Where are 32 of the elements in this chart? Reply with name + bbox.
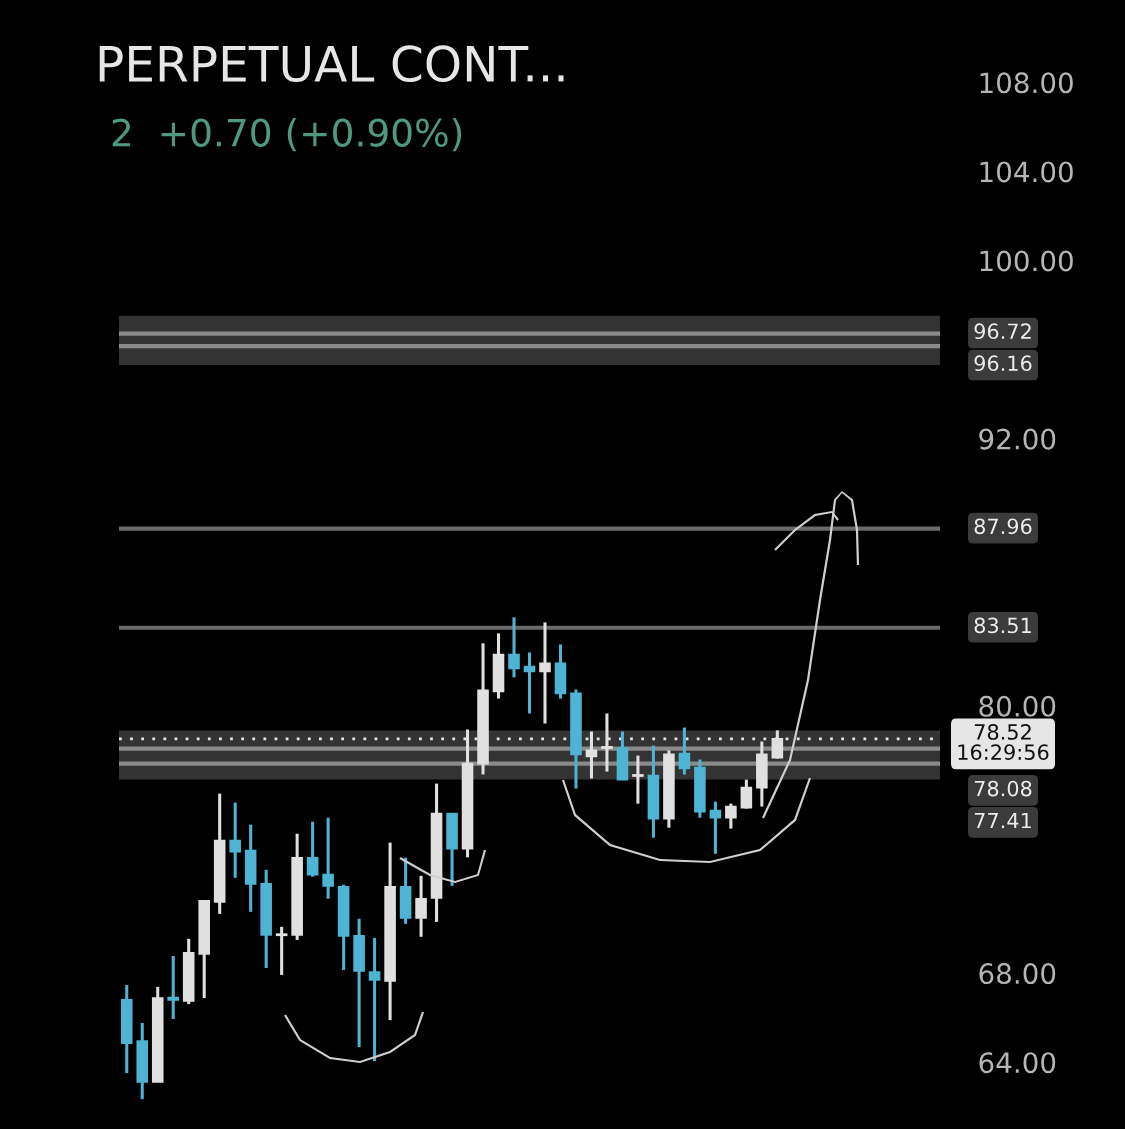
ref-line-label: 87.96 <box>974 518 1032 535</box>
ref-line-label: 83.51 <box>974 617 1031 634</box>
candlestick <box>229 802 241 878</box>
candlestick <box>678 727 691 775</box>
ref-line-label: 96.72 <box>974 323 1031 340</box>
candlestick <box>508 617 520 678</box>
ref-line-label: 96.16 <box>974 355 1032 372</box>
candlestick <box>415 874 427 937</box>
candlestick <box>539 622 551 724</box>
candlestick <box>740 779 753 809</box>
candlestick <box>368 936 381 1063</box>
y-tick-label: 100.00 <box>980 250 1073 272</box>
candlestick <box>632 755 644 804</box>
candlestick <box>709 801 722 854</box>
ref-line-label: 77.41 <box>974 812 1031 829</box>
candlestick <box>322 817 334 899</box>
ref-line-label: 78.52 16:29:56 <box>958 724 1049 760</box>
ref-line-label: 78.08 <box>974 780 1032 797</box>
y-tick-label: 92.00 <box>979 428 1056 450</box>
y-tick-label: 80.00 <box>979 695 1056 717</box>
y-tick-label: 108.00 <box>980 72 1073 94</box>
text: PERPETUAL CONT... <box>99 45 564 83</box>
candlestick <box>585 731 598 779</box>
y-tick-label: 64.00 <box>979 1052 1056 1074</box>
candlestick <box>725 803 737 829</box>
y-tick-label: 68.00 <box>979 963 1056 985</box>
annotation: 2 +0.70 (+0.90%) <box>112 117 462 152</box>
candlestick <box>306 821 319 877</box>
y-tick-label: 104.00 <box>980 161 1073 183</box>
candlestick <box>275 925 288 975</box>
candlestick <box>167 955 180 1019</box>
candlestick <box>523 652 536 714</box>
